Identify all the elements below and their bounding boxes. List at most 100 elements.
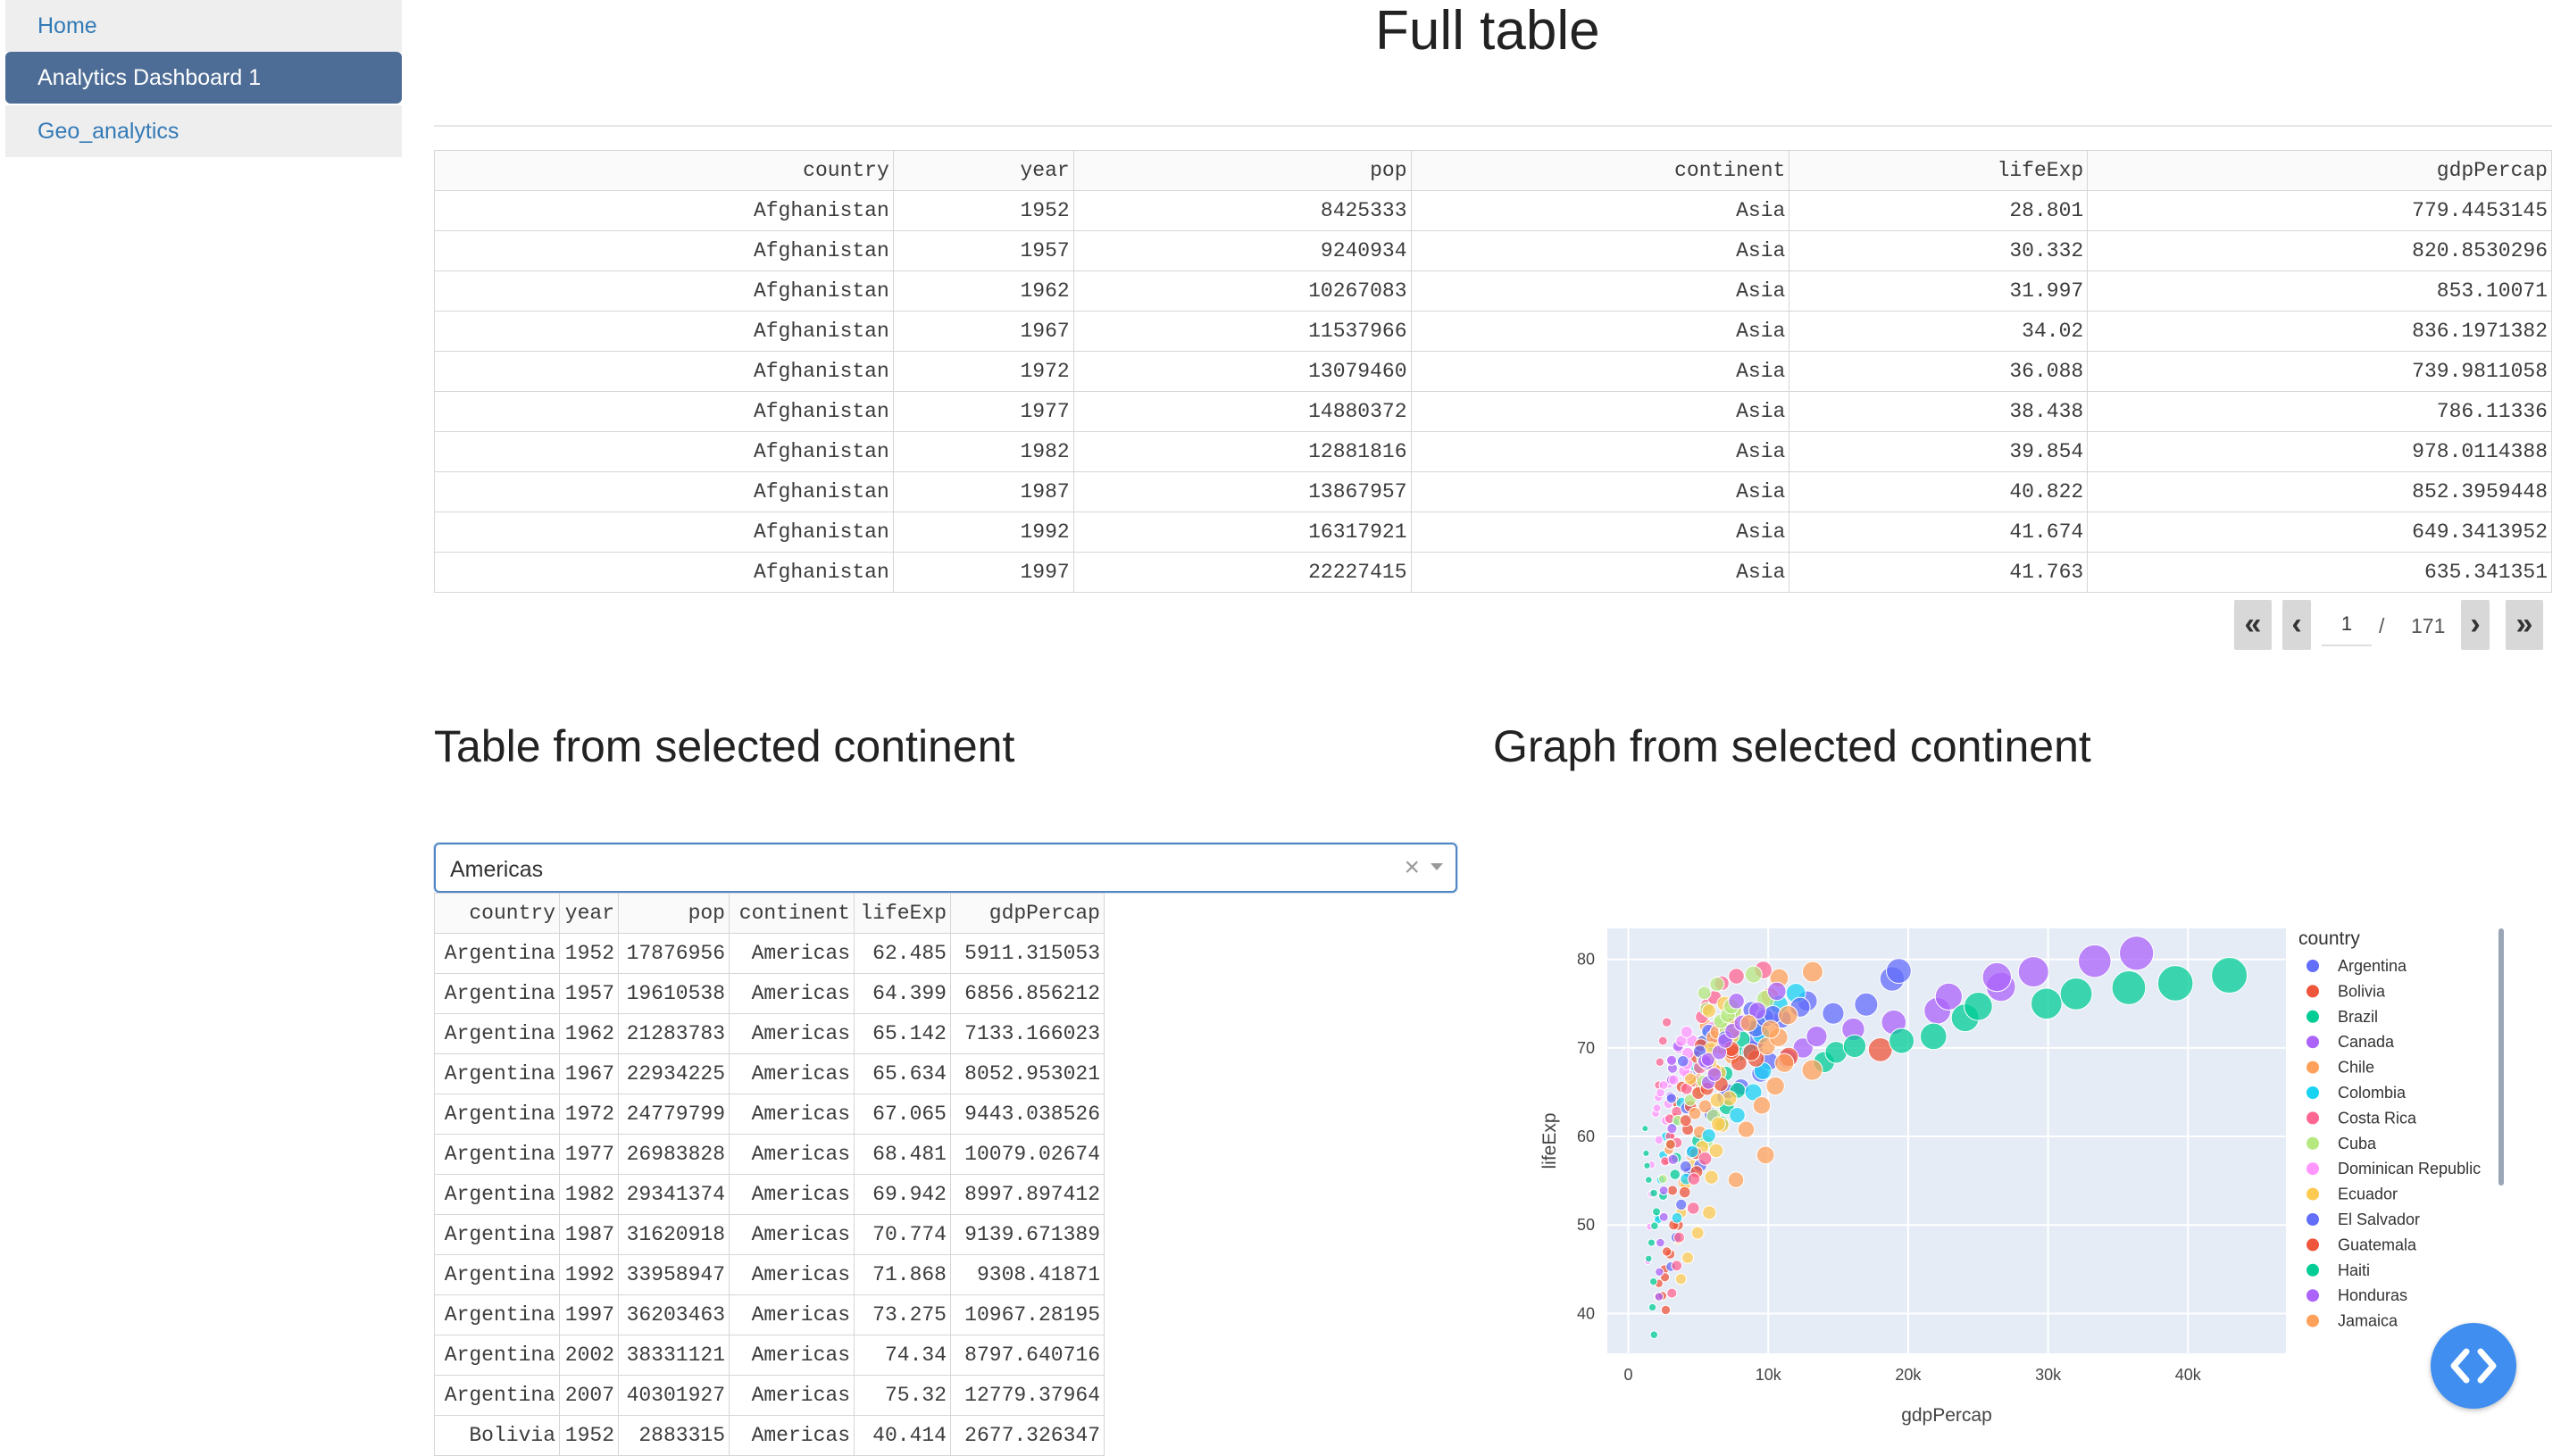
data-point[interactable] (1889, 1028, 1915, 1054)
data-point[interactable] (1676, 1054, 1689, 1068)
data-point[interactable] (1690, 1226, 1705, 1240)
data-point[interactable] (1806, 1025, 1828, 1048)
data-point[interactable] (1981, 961, 2013, 993)
table-row[interactable]: Argentina 1952 17876956 Americas 62.485 5911.… (434, 933, 1105, 974)
legend-marker[interactable] (2307, 1010, 2319, 1023)
data-point[interactable] (1688, 1106, 1702, 1120)
data-point[interactable] (1660, 1304, 1672, 1316)
data-point[interactable] (1664, 1138, 1676, 1150)
legend-item-label[interactable]: Cuba (2338, 1135, 2377, 1152)
table-row[interactable]: Argentina 1962 21283783 Americas 65.142 7133.… (434, 1013, 1105, 1054)
data-point[interactable] (1665, 1093, 1677, 1104)
data-point[interactable] (1666, 1123, 1678, 1135)
table-row[interactable]: Afghanistan 1972 13079460 Asia 36.088 739.981… (434, 351, 2552, 392)
legend-item-label[interactable]: Chile (2338, 1059, 2374, 1077)
data-point[interactable] (1727, 1171, 1745, 1188)
data-point[interactable] (1658, 1211, 1669, 1222)
legend-marker[interactable] (2307, 1238, 2319, 1252)
data-point[interactable] (1683, 1072, 1698, 1086)
legend-item-label[interactable]: Haiti (2338, 1261, 2370, 1279)
data-point[interactable] (2077, 944, 2112, 978)
data-point[interactable] (1658, 1186, 1669, 1196)
chevron-down-icon[interactable] (1431, 863, 1443, 870)
data-point[interactable] (1801, 1059, 1823, 1081)
data-point[interactable] (1654, 1135, 1664, 1145)
data-point[interactable] (1648, 1277, 1658, 1286)
table-row[interactable]: Afghanistan 1952 8425333 Asia 28.801 779.4453… (434, 190, 2552, 231)
table-row[interactable]: Argentina 2002 38331121 Americas 74.34 8797.6… (434, 1335, 1105, 1376)
data-point[interactable] (1671, 1211, 1683, 1224)
data-point[interactable] (1964, 991, 1993, 1021)
data-point[interactable] (1641, 1125, 1649, 1133)
data-point[interactable] (1656, 1237, 1665, 1248)
table-row[interactable]: Argentina 1972 24779799 Americas 67.065 9443.… (434, 1094, 1105, 1135)
legend-marker[interactable] (2307, 1263, 2319, 1277)
data-point[interactable] (1666, 1287, 1678, 1299)
legend-item-label[interactable]: El Salvador (2338, 1211, 2420, 1228)
table-row[interactable]: Afghanistan 1977 14880372 Asia 38.438 786.113… (434, 391, 2552, 432)
data-point[interactable] (1686, 1202, 1700, 1215)
continent-dropdown[interactable]: Americas × (434, 843, 1457, 893)
data-point[interactable] (1744, 1083, 1763, 1102)
legend-item-label[interactable]: Colombia (2338, 1084, 2407, 1102)
sidebar-item-home[interactable]: Home (5, 0, 402, 52)
data-point[interactable] (1697, 986, 1712, 1001)
data-point[interactable] (1671, 1260, 1683, 1272)
data-point[interactable] (1709, 976, 1725, 992)
data-point[interactable] (1679, 1160, 1692, 1173)
data-point[interactable] (1737, 1120, 1756, 1138)
data-point[interactable] (2211, 957, 2248, 994)
data-point[interactable] (1655, 1267, 1664, 1277)
first-page-button[interactable]: « (2234, 600, 2272, 650)
data-point[interactable] (1700, 1052, 1715, 1067)
data-point[interactable] (1801, 961, 1823, 983)
legend-item-label[interactable]: Argentina (2338, 957, 2407, 975)
previous-page-button[interactable]: ‹ (2282, 600, 2311, 650)
data-point[interactable] (1744, 965, 1763, 984)
table-row[interactable]: Argentina 1982 29341374 Americas 69.942 8997.… (434, 1174, 1105, 1215)
legend-item-label[interactable]: Brazil (2338, 1008, 2378, 1026)
data-point[interactable] (1657, 1036, 1668, 1046)
legend-item-label[interactable]: Dominican Republic (2338, 1160, 2481, 1177)
data-point[interactable] (1704, 1169, 1719, 1185)
data-point[interactable] (1680, 1026, 1693, 1039)
page-number-input[interactable] (2322, 603, 2372, 646)
data-point[interactable] (1668, 1074, 1680, 1086)
table-row[interactable]: Argentina 1977 26983828 Americas 68.481 10079… (434, 1134, 1105, 1175)
data-point[interactable] (1822, 1002, 1845, 1025)
table-row[interactable]: Argentina 1967 22934225 Americas 65.634 8052.… (434, 1053, 1105, 1094)
data-point[interactable] (1650, 1221, 1659, 1231)
data-point[interactable] (1655, 1057, 1665, 1067)
legend-marker[interactable] (2307, 1289, 2319, 1302)
data-point[interactable] (1667, 1153, 1679, 1166)
legend-marker[interactable] (2307, 985, 2319, 998)
data-point[interactable] (1649, 1330, 1659, 1339)
clear-selection-icon[interactable]: × (1404, 853, 1420, 882)
table-row[interactable]: Afghanistan 1987 13867957 Asia 40.822 852.395… (434, 471, 2552, 512)
legend-item-label[interactable]: Guatemala (2338, 1236, 2417, 1253)
data-point[interactable] (1766, 981, 1787, 1002)
data-point[interactable] (1675, 1035, 1688, 1047)
data-point[interactable] (1687, 1172, 1701, 1186)
data-point[interactable] (1675, 1198, 1688, 1211)
data-point[interactable] (1665, 1054, 1678, 1066)
legend-marker[interactable] (2307, 1314, 2319, 1327)
data-point[interactable] (1647, 1238, 1656, 1247)
scatter-chart[interactable]: 0 10k 20k 30k 40k 40 50 60 70 80 gdpPercap lifeExp c… (1482, 893, 2554, 1428)
data-point[interactable] (1673, 1231, 1685, 1244)
data-point[interactable] (1643, 1161, 1651, 1169)
data-point[interactable] (1701, 1127, 1716, 1144)
data-point[interactable] (1709, 1092, 1725, 1108)
data-point[interactable] (1729, 1106, 1746, 1124)
data-point[interactable] (1649, 1188, 1658, 1198)
data-point[interactable] (1658, 1080, 1669, 1091)
table-row[interactable]: Afghanistan 1957 9240934 Asia 30.332 820.8530… (434, 230, 2552, 271)
data-point[interactable] (1774, 1052, 1795, 1073)
data-point[interactable] (1648, 1302, 1657, 1312)
legend-scrollbar[interactable] (2498, 928, 2504, 1186)
data-point[interactable] (1645, 1176, 1653, 1184)
data-point[interactable] (1919, 1022, 1948, 1051)
table-row[interactable]: Argentina 1987 31620918 Americas 70.774 9139.… (434, 1214, 1105, 1255)
legend-marker[interactable] (2307, 1136, 2319, 1150)
data-point[interactable] (2119, 936, 2155, 971)
